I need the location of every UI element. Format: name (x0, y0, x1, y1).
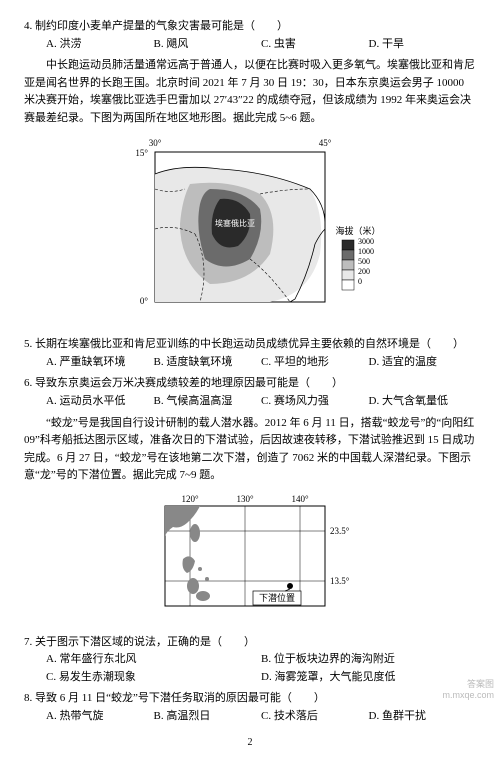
question-5: 5. 长期在埃塞俄比亚和肯尼亚训练的中长跑运动员成绩优异主要依赖的自然环境是（ … (24, 336, 476, 371)
map2-lon-130: 130° (236, 494, 254, 504)
q4-stem: 4. 制约印度小麦单产提量的气象灾害最可能是（ ） (24, 18, 476, 36)
leg-3000: 3000 (358, 237, 374, 246)
leg-500: 500 (358, 257, 370, 266)
question-8: 8. 导致 6 月 11 日“蛟龙”号下潜任务取消的原因最可能（ ） A. 热带… (24, 690, 476, 725)
map2-lat-235: 23.5° (330, 526, 350, 536)
map-2-wrap: 120° 130° 140° 23.5° 13.5° 下潜位置 (24, 491, 476, 628)
passage-1: 中长跑运动员肺活量通常远高于普通人，以便在比赛时吸入更多氧气。埃塞俄比亚和肯尼亚… (24, 57, 476, 127)
map1-lon-left: 30° (149, 138, 162, 148)
map2-dive-label: 下潜位置 (259, 592, 295, 603)
q6-opt-b: B. 气候高温高湿 (154, 393, 262, 411)
q6-stem: 6. 导致东京奥运会万米决赛成绩较差的地理原因最可能是（ ） (24, 375, 476, 393)
map2-lon-140: 140° (291, 494, 309, 504)
map1-label: 埃塞俄比亚 (215, 218, 255, 228)
watermark-l1: 答案图 (442, 679, 494, 690)
q6-opt-d: D. 大气含氧量低 (369, 393, 477, 411)
map1-lat-bot: 0° (140, 296, 149, 306)
q6-opt-c: C. 赛场风力强 (261, 393, 369, 411)
q4-options: A. 洪涝 B. 飓风 C. 虫害 D. 干旱 (46, 36, 476, 54)
q5-opt-c: C. 平坦的地形 (261, 354, 369, 372)
q6-options: A. 运动员水平低 B. 气候高温高湿 C. 赛场风力强 D. 大气含氧量低 (46, 393, 476, 411)
q8-opt-c: C. 技术落后 (261, 708, 369, 726)
q7-opt-b: B. 位于板块边界的海沟附近 (261, 651, 476, 669)
q8-opt-a: A. 热带气旋 (46, 708, 154, 726)
passage-2: “蛟龙”号是我国自行设计研制的载人潜水器。2012 年 6 月 11 日，搭载“… (24, 415, 476, 485)
q8-options: A. 热带气旋 B. 高温烈日 C. 技术落后 D. 鱼群干扰 (46, 708, 476, 726)
map2-lon-120: 120° (181, 494, 199, 504)
q4-opt-a: A. 洪涝 (46, 36, 154, 54)
q4-opt-d: D. 干旱 (369, 36, 477, 54)
q5-options: A. 严重缺氧环境 B. 适度缺氧环境 C. 平坦的地形 D. 适宜的温度 (46, 354, 476, 372)
watermark-l2: m.mxqe.com (442, 690, 494, 701)
leg-200: 200 (358, 267, 370, 276)
q6-opt-a: A. 运动员水平低 (46, 393, 154, 411)
q5-opt-a: A. 严重缺氧环境 (46, 354, 154, 372)
map1-legend-title: 海拔（米） (335, 225, 380, 236)
q8-stem: 8. 导致 6 月 11 日“蛟龙”号下潜任务取消的原因最可能（ ） (24, 690, 476, 708)
leg-0: 0 (358, 277, 362, 286)
q7-stem: 7. 关于图示下潜区域的说法，正确的是（ ） (24, 634, 476, 652)
q4-opt-c: C. 虫害 (261, 36, 369, 54)
q5-opt-b: B. 适度缺氧环境 (154, 354, 262, 372)
q7-opt-c: C. 易发生赤潮现象 (46, 669, 261, 687)
page-number: 2 (24, 735, 476, 751)
map1-lon-right: 45° (319, 138, 332, 148)
map1-lat-top: 15° (135, 148, 148, 158)
q8-opt-d: D. 鱼群干扰 (369, 708, 477, 726)
map-1: 30° 45° 15° 0° 埃塞俄比亚 海拔（米） 3000 1000 500… (120, 134, 380, 324)
map-1-wrap: 30° 45° 15° 0° 埃塞俄比亚 海拔（米） 3000 1000 500… (24, 134, 476, 331)
q5-opt-d: D. 适宜的温度 (369, 354, 477, 372)
map2-lat-135: 13.5° (330, 576, 350, 586)
question-6: 6. 导致东京奥运会万米决赛成绩较差的地理原因最可能是（ ） A. 运动员水平低… (24, 375, 476, 410)
map-2: 120° 130° 140° 23.5° 13.5° 下潜位置 (145, 491, 355, 621)
watermark: 答案图 m.mxqe.com (442, 679, 494, 701)
q7-options: A. 常年盛行东北风 B. 位于板块边界的海沟附近 C. 易发生赤潮现象 D. … (46, 651, 476, 686)
q8-opt-b: B. 高温烈日 (154, 708, 262, 726)
q5-stem: 5. 长期在埃塞俄比亚和肯尼亚训练的中长跑运动员成绩优异主要依赖的自然环境是（ … (24, 336, 476, 354)
question-4: 4. 制约印度小麦单产提量的气象灾害最可能是（ ） A. 洪涝 B. 飓风 C.… (24, 18, 476, 53)
leg-1000: 1000 (358, 247, 374, 256)
q4-opt-b: B. 飓风 (154, 36, 262, 54)
q7-opt-a: A. 常年盛行东北风 (46, 651, 261, 669)
question-7: 7. 关于图示下潜区域的说法，正确的是（ ） A. 常年盛行东北风 B. 位于板… (24, 634, 476, 687)
